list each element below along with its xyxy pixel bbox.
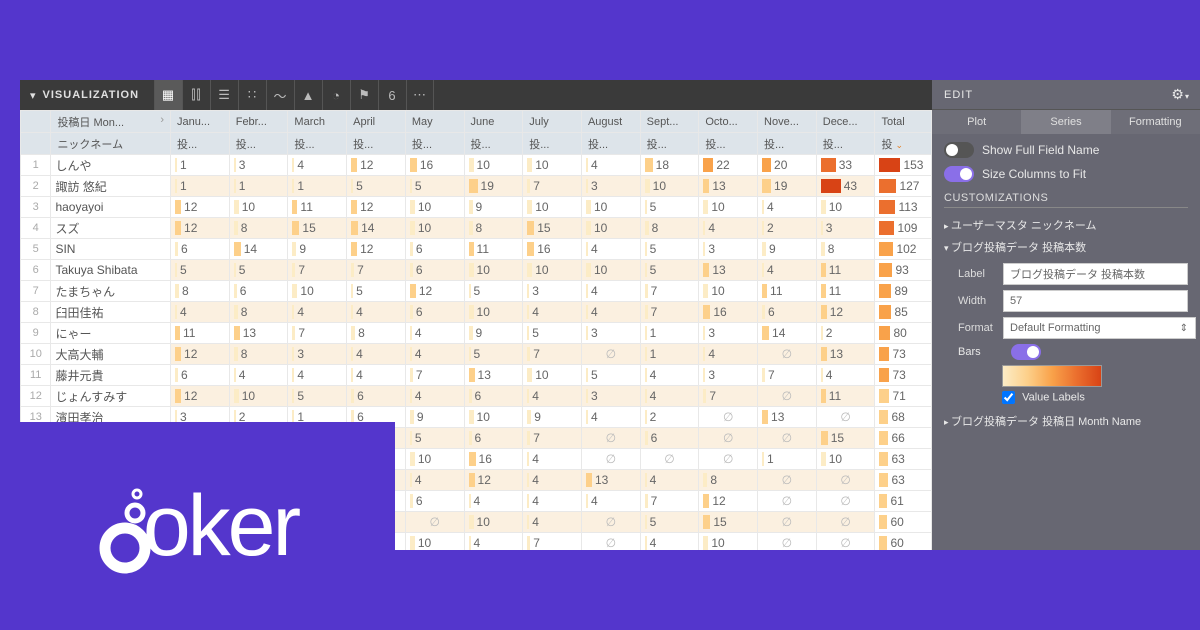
customizations-label: CUSTOMIZATIONS <box>944 192 1188 208</box>
width-field: Width <box>958 290 1188 312</box>
table-row[interactable]: 5SIN6149126111645398102 <box>21 239 932 260</box>
edit-tabs: Plot Series Formatting <box>932 110 1200 134</box>
format-select[interactable] <box>1003 317 1196 339</box>
more-viz-icon[interactable]: ⋯ <box>406 80 434 110</box>
width-input[interactable] <box>1003 290 1188 312</box>
tab-plot[interactable]: Plot <box>932 110 1021 134</box>
map-viz-icon[interactable]: ⚑ <box>350 80 378 110</box>
gear-icon[interactable]: ⚙▾ <box>1171 86 1190 103</box>
label-input[interactable] <box>1003 263 1188 285</box>
pie-viz-icon[interactable]: ◔ <box>322 80 350 110</box>
bar-viz-icon[interactable]: ⫿⫿ <box>182 80 210 110</box>
label-field: Label <box>958 263 1188 285</box>
tree-month[interactable]: ブログ投稿データ 投稿日 Month Name <box>944 410 1188 432</box>
collapse-icon[interactable]: ▾ <box>30 89 37 102</box>
toggle-icon[interactable] <box>944 166 974 182</box>
table-row[interactable]: 3haoyayoi121011121091010510410113 <box>21 197 932 218</box>
single-viz-icon[interactable]: 6 <box>378 80 406 110</box>
table-row[interactable]: 7たまちゃん8610512534710111189 <box>21 281 932 302</box>
format-field: Format ⇕ <box>958 317 1188 339</box>
table-row[interactable]: 10大高大輔12834457∅14∅1373 <box>21 344 932 365</box>
bars-toggle[interactable] <box>1011 344 1041 360</box>
tree-nickname[interactable]: ユーザーマスタ ニックネーム <box>944 214 1188 236</box>
table-row[interactable]: 9にゃー11137849531314280 <box>21 323 932 344</box>
edit-panel: EDIT ⚙▾ Plot Series Formatting Show Full… <box>932 80 1200 550</box>
tab-formatting[interactable]: Formatting <box>1111 110 1200 134</box>
edit-header: EDIT ⚙▾ <box>932 80 1200 110</box>
table-row[interactable]: 12じょんすみす121056464347∅1171 <box>21 386 932 407</box>
looker-logo: oker <box>0 422 395 630</box>
value-labels-check[interactable]: Value Labels <box>1002 391 1188 404</box>
column-viz-icon[interactable]: ☰ <box>210 80 238 110</box>
tab-series[interactable]: Series <box>1021 110 1110 134</box>
logo-text: oker <box>143 477 298 576</box>
toggle-size-fit[interactable]: Size Columns to Fit <box>944 166 1188 182</box>
scatter-viz-icon[interactable]: ∷ <box>238 80 266 110</box>
table-row[interactable]: 1しんや13412161010418222033153 <box>21 155 932 176</box>
table-row[interactable]: 4スズ128151410815108423109 <box>21 218 932 239</box>
viz-header: ▾ VISUALIZATION ▦ ⫿⫿ ☰ ∷ 〜 ▲ ◔ ⚑ 6 ⋯ <box>20 80 932 110</box>
viz-toolbar: ▦ ⫿⫿ ☰ ∷ 〜 ▲ ◔ ⚑ 6 ⋯ <box>154 80 434 110</box>
area-viz-icon[interactable]: ▲ <box>294 80 322 110</box>
line-viz-icon[interactable]: 〜 <box>266 80 294 110</box>
table-row[interactable]: 11藤井元貴6444713105437473 <box>21 365 932 386</box>
table-row[interactable]: 2諏訪 悠紀11155197310131943127 <box>21 176 932 197</box>
value-labels-checkbox[interactable] <box>1002 391 1015 404</box>
toggle-icon[interactable] <box>944 142 974 158</box>
table-row[interactable]: 6Takuya Shibata5577610101051341193 <box>21 260 932 281</box>
table-row[interactable]: 8臼田佳祐48446104471661285 <box>21 302 932 323</box>
bars-field: Bars <box>958 344 1188 360</box>
table-viz-icon[interactable]: ▦ <box>154 80 182 110</box>
toggle-show-full[interactable]: Show Full Field Name <box>944 142 1188 158</box>
tree-postcount[interactable]: ブログ投稿データ 投稿本数 <box>944 236 1188 258</box>
color-gradient[interactable] <box>1002 365 1102 387</box>
viz-title: VISUALIZATION <box>43 89 140 101</box>
edit-title: EDIT <box>944 89 973 101</box>
